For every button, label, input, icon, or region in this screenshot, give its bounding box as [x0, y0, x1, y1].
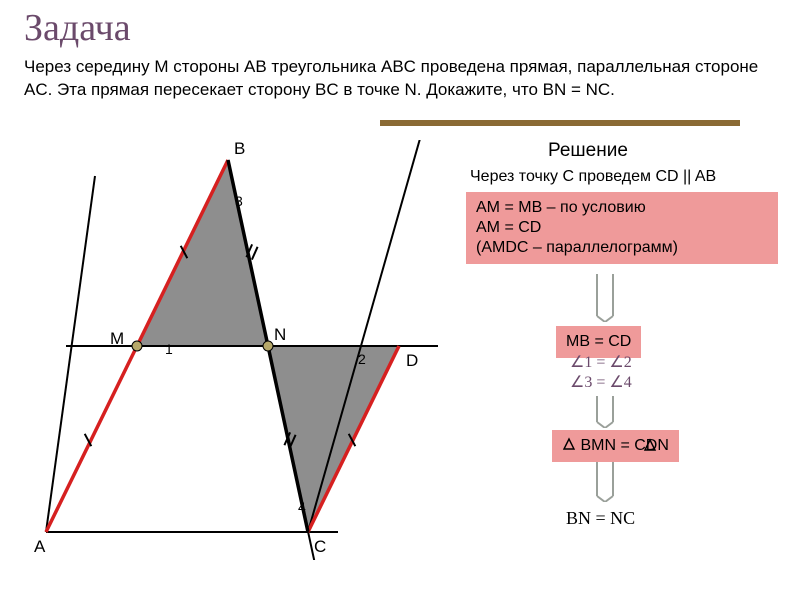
- step1-line1: AM = MB – по условию: [476, 198, 768, 218]
- angles-eq: ∠1 = ∠2 ∠3 = ∠4: [570, 352, 632, 392]
- svg-text:A: A: [34, 537, 46, 556]
- svg-text:B: B: [234, 140, 245, 158]
- step-box-1: AM = MB – по условию AM = CD (AMDC – пар…: [466, 192, 778, 264]
- svg-text:3: 3: [235, 193, 243, 209]
- triangle-icon: [643, 438, 657, 452]
- svg-text:1: 1: [165, 341, 173, 357]
- angles-eq-l2: ∠3 = ∠4: [570, 372, 632, 392]
- solution-subline: Через точку С проведем СD || AB: [470, 168, 716, 186]
- solution-heading: Решение: [548, 140, 628, 162]
- connector-3: [594, 460, 618, 502]
- svg-text:M: M: [110, 329, 124, 348]
- svg-text:N: N: [274, 325, 286, 344]
- svg-text:C: C: [314, 537, 326, 556]
- connector-2: [594, 394, 618, 428]
- svg-text:D: D: [406, 351, 418, 370]
- triangle-icon: [562, 437, 576, 451]
- step2-line1: MB = CD: [566, 333, 631, 350]
- step1-line3: (AMDC – параллелограмм): [476, 238, 768, 258]
- angles-eq-l1: ∠1 = ∠2: [570, 352, 632, 372]
- underline-bar: [380, 120, 740, 126]
- step-box-3: BMN = CDN: [552, 430, 679, 462]
- problem-text: Через середину M стороны AB треугольника…: [24, 56, 764, 102]
- final-eq: BN = NC: [566, 508, 635, 529]
- svg-text:4: 4: [298, 499, 306, 515]
- svg-text:2: 2: [358, 351, 366, 367]
- connector-1: [594, 272, 618, 322]
- step1-line2: AM = CD: [476, 218, 768, 238]
- geometry-diagram: A B C M N D 1 2 3 4: [18, 140, 458, 560]
- page-title: Задача: [24, 6, 131, 50]
